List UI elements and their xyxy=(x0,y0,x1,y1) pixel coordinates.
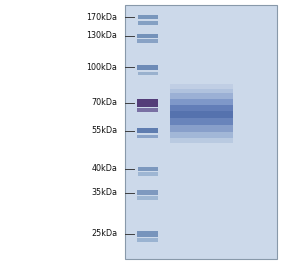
Bar xyxy=(137,65,158,70)
Bar xyxy=(138,21,158,25)
Text: 70kDa: 70kDa xyxy=(91,98,117,107)
Bar xyxy=(138,196,158,200)
Text: 25kDa: 25kDa xyxy=(91,229,117,238)
Bar xyxy=(137,231,158,237)
Bar xyxy=(138,15,158,19)
Bar xyxy=(138,167,158,171)
Bar xyxy=(170,89,233,93)
Text: 35kDa: 35kDa xyxy=(91,188,117,197)
Bar xyxy=(170,105,233,111)
Bar xyxy=(138,172,158,176)
Bar xyxy=(137,108,158,112)
Bar xyxy=(138,238,158,242)
Bar xyxy=(170,118,233,125)
Bar xyxy=(170,111,233,118)
Text: 100kDa: 100kDa xyxy=(87,63,117,72)
Bar xyxy=(170,84,233,89)
Bar xyxy=(138,135,158,138)
Bar xyxy=(137,39,158,43)
Text: 40kDa: 40kDa xyxy=(92,164,117,173)
Bar xyxy=(137,99,158,107)
Bar xyxy=(138,190,158,195)
Text: 130kDa: 130kDa xyxy=(87,31,117,40)
Bar xyxy=(170,99,233,105)
Text: 170kDa: 170kDa xyxy=(86,13,117,22)
Bar xyxy=(137,128,158,133)
Bar xyxy=(170,125,233,132)
Bar xyxy=(170,138,233,143)
Bar xyxy=(138,72,158,75)
Bar xyxy=(170,93,233,99)
Bar xyxy=(137,34,158,38)
Bar xyxy=(170,132,233,138)
Bar xyxy=(125,5,277,259)
Text: 55kDa: 55kDa xyxy=(91,126,117,135)
